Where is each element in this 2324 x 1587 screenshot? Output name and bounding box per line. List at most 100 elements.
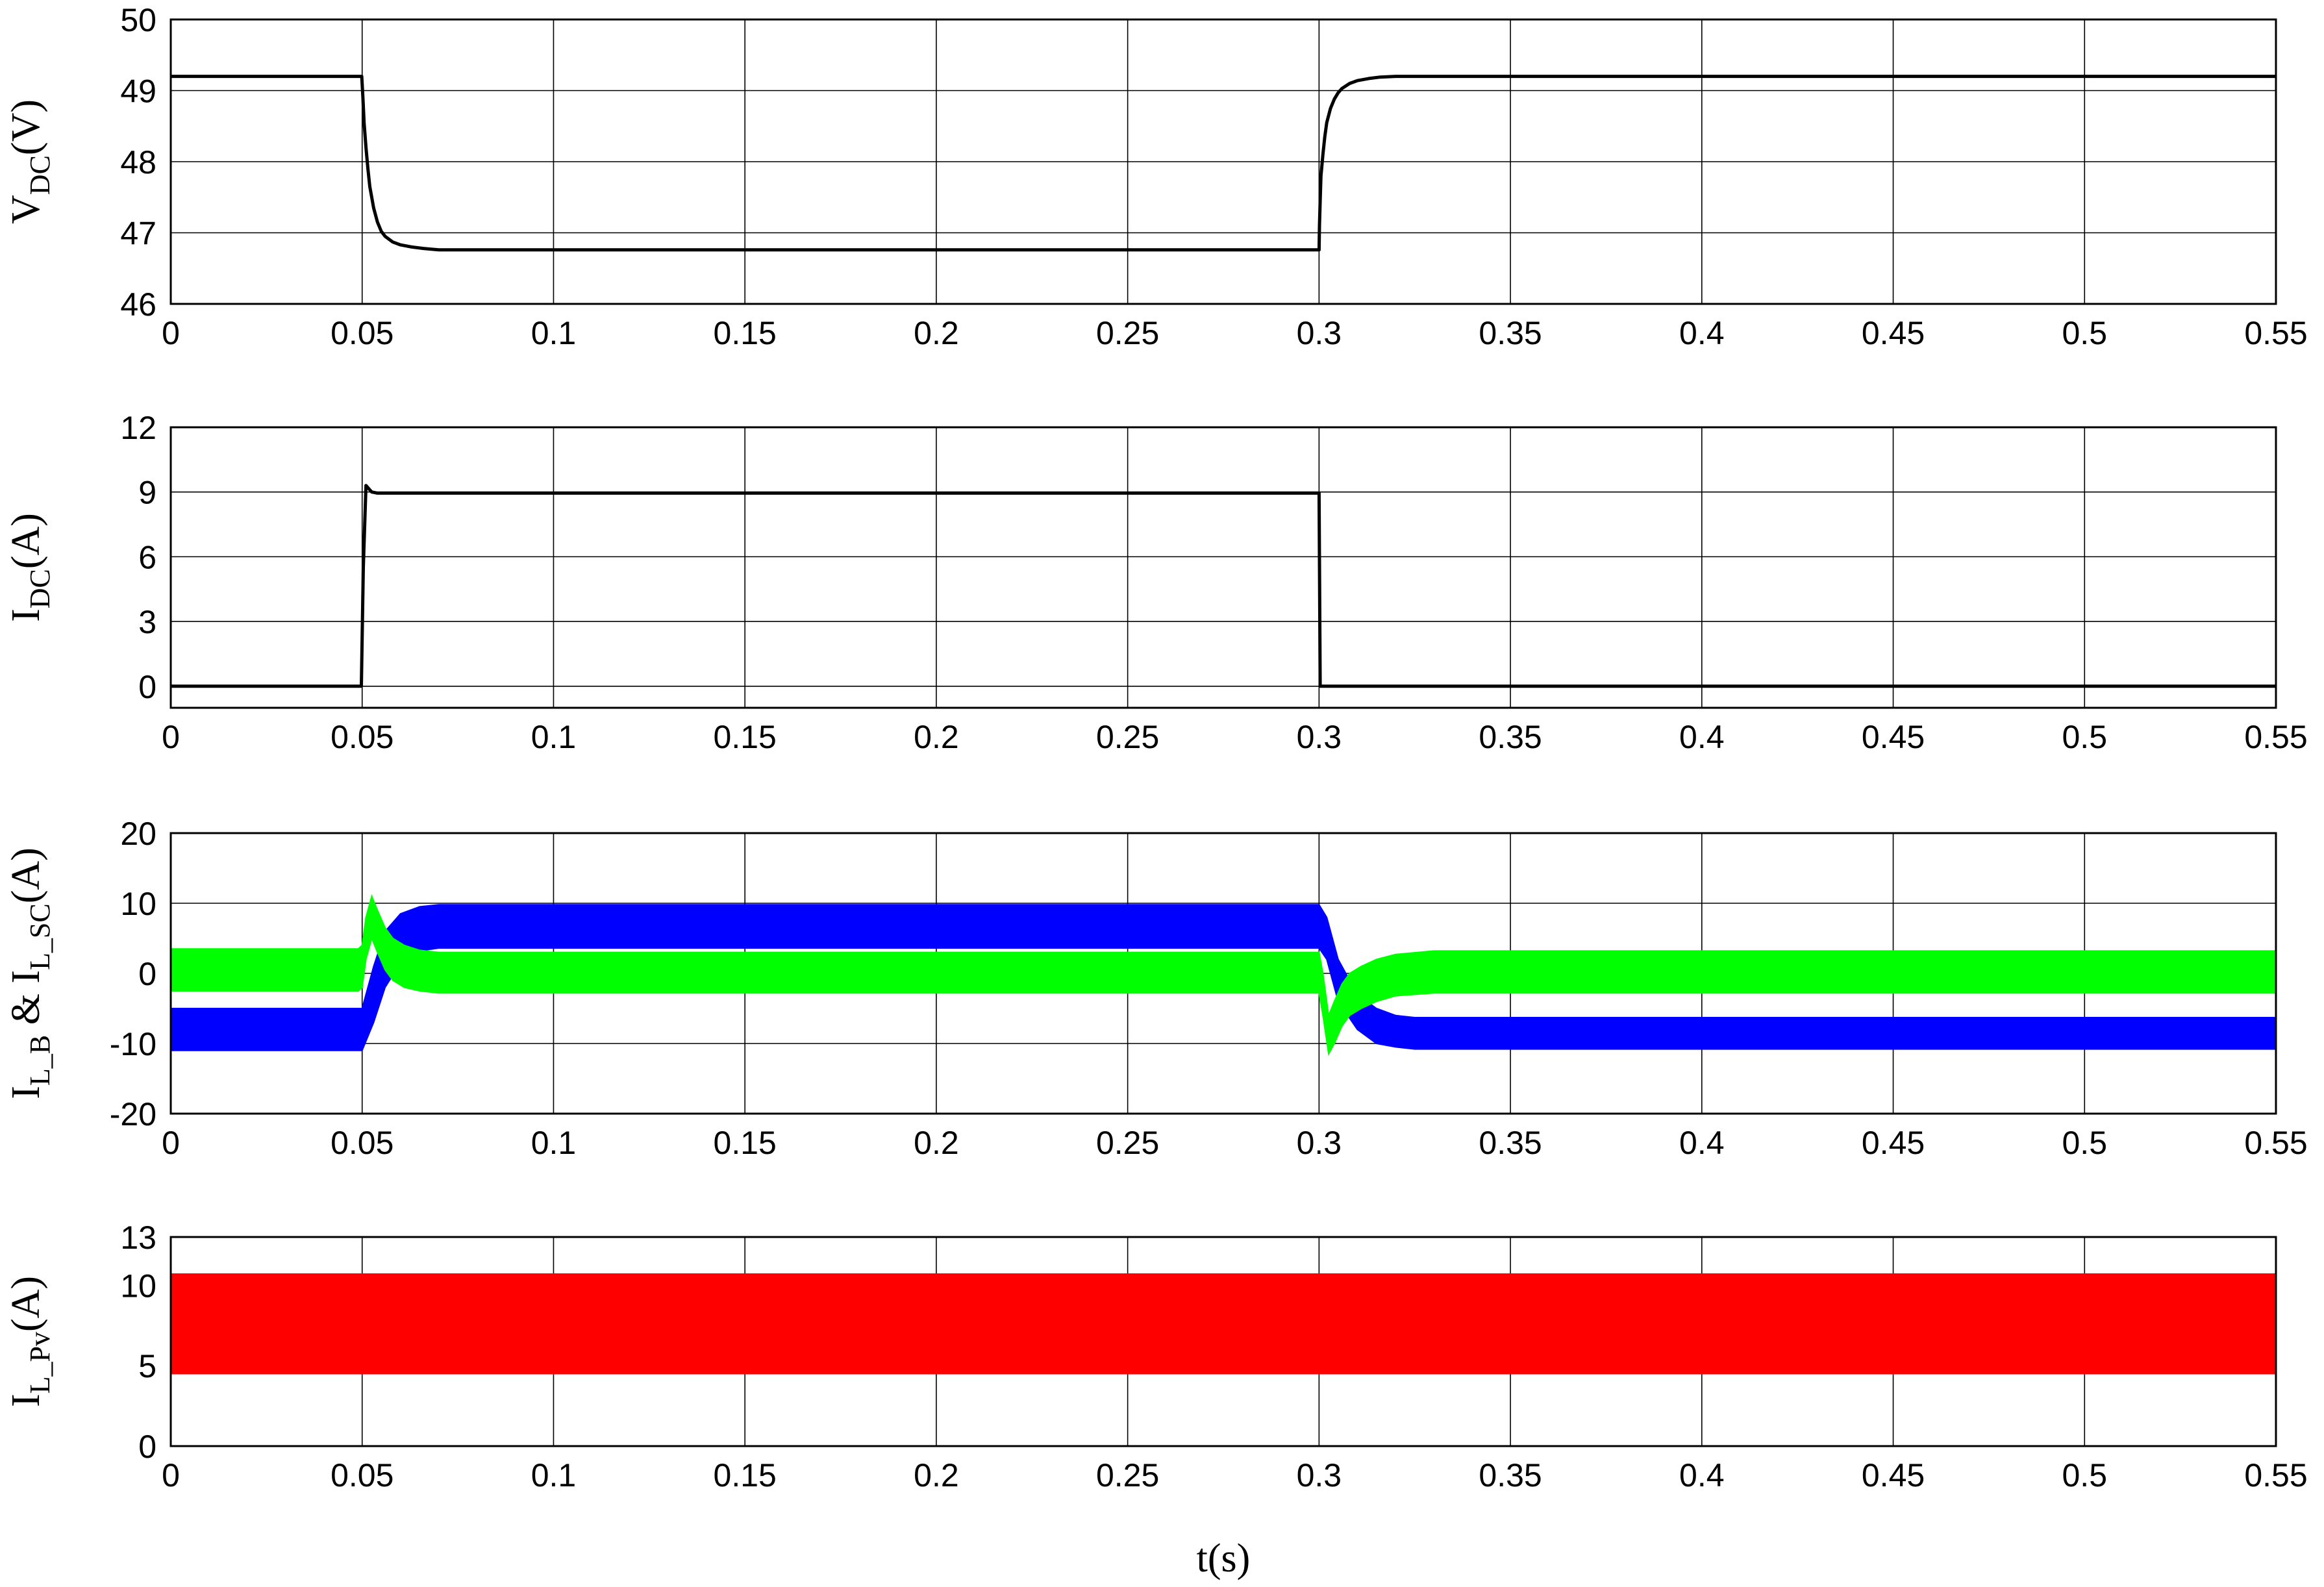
panel-idc-series <box>171 484 2276 688</box>
panel-vdc-xtick-label: 0.2 <box>914 315 959 351</box>
panel-ilpv-xtick-label: 0.1 <box>531 1457 577 1493</box>
panel-vdc-ylabel-sub: DC <box>24 155 56 195</box>
panel-ilb-ilsc-xtick-label: 0.3 <box>1297 1125 1342 1161</box>
panel-idc-xtick-label: 0.45 <box>1862 719 1925 755</box>
panel-idc-frame <box>169 426 2277 709</box>
panel-ilpv: 0 0.05 0.1 0.15 0.2 0.25 0.3 0.35 0.4 0.45 0.5 0.55… <box>4 1219 2308 1493</box>
panel-vdc-xtick-label: 0.05 <box>331 315 394 351</box>
panel-ilb-ilsc-ytick-label: -10 <box>110 1026 156 1062</box>
panel-vdc-xtick-label: 0.5 <box>2062 315 2108 351</box>
panel-ilpv-ylabel: IL_Pv(A) <box>4 1276 56 1407</box>
panel-vdc-ytick-label: 47 <box>120 216 156 252</box>
panel-vdc-frame <box>169 18 2277 305</box>
panel-ilpv-ylabel-main: I <box>4 1393 48 1407</box>
panel-ilpv-ylabel-unit: (A) <box>4 1276 48 1332</box>
panel-ilpv-ytick-label: 5 <box>138 1348 156 1384</box>
panel-idc-ytick-label: 3 <box>138 604 156 640</box>
panel-ilb-ilsc-ylabel: IL_B & IL_SC(A) <box>4 847 56 1099</box>
panel-idc-ylabel-main: I <box>4 608 48 622</box>
panel-vdc-xtick-label: 0.3 <box>1297 315 1342 351</box>
panel-ilb-ilsc-ytick-label: 0 <box>138 956 156 992</box>
panel-vdc-xtick-label: 0.1 <box>531 315 577 351</box>
panel-ilb-ilsc-ylabel-main: I <box>4 1086 48 1099</box>
panel-idc-xtick-label: 0.3 <box>1297 719 1342 755</box>
panel-vdc-series <box>171 75 2276 252</box>
panel-ilpv-ytick-label: 0 <box>138 1429 156 1465</box>
panel-ilpv-xtick-label: 0.4 <box>1679 1457 1725 1493</box>
panel-ilb-ilsc-ytick-label: -20 <box>110 1096 156 1132</box>
panel-ilb-ilsc-xtick-label: 0.35 <box>1479 1125 1542 1161</box>
panel-idc-ylabel-sub: DC <box>24 569 56 608</box>
panel-ilb-ilsc-xtick-label: 0 <box>162 1125 180 1161</box>
panel-ilb-ilsc-xtick-label: 0.5 <box>2062 1125 2108 1161</box>
panel-ilpv-xtick-label: 0.3 <box>1297 1457 1342 1493</box>
panel-vdc-ytick-label: 49 <box>120 73 156 110</box>
panel-ilb-ilsc-xtick-label: 0.2 <box>914 1125 959 1161</box>
panel-vdc-ytick-label: 50 <box>120 2 156 38</box>
panel-vdc-ylabel-main: V <box>4 195 48 224</box>
panel-ilpv-xtick-label: 0.55 <box>2244 1457 2307 1493</box>
panel-idc-ticks: 0 0.05 0.1 0.15 0.2 0.25 0.3 0.35 0.4 0.45 0.5 0.55… <box>120 410 2307 755</box>
panel-ilpv-ytick-label: 10 <box>120 1268 156 1304</box>
panel-ilb-ilsc-xtick-label: 0.1 <box>531 1125 577 1161</box>
panel-ilpv-xtick-label: 0.25 <box>1096 1457 1159 1493</box>
panel-vdc-series-0-line <box>171 75 2276 252</box>
panel-ilpv-series-0-band <box>170 1273 2277 1375</box>
panel-idc-xtick-label: 0.4 <box>1679 719 1725 755</box>
panel-vdc-xtick-label: 0.4 <box>1679 315 1725 351</box>
panel-idc-xtick-label: 0.15 <box>714 719 777 755</box>
panel-ilpv-ylabel-sub: L_Pv <box>24 1332 56 1393</box>
panel-ilpv-xtick-label: 0.15 <box>714 1457 777 1493</box>
panel-ilpv-ticks: 0 0.05 0.1 0.15 0.2 0.25 0.3 0.35 0.4 0.45 0.5 0.55… <box>120 1219 2307 1493</box>
panel-ilb-ilsc-ticks: 0 0.05 0.1 0.15 0.2 0.25 0.3 0.35 0.4 0.45 0.5 0.55… <box>110 816 2308 1161</box>
panel-idc-xtick-label: 0.55 <box>2244 719 2307 755</box>
panel-ilb-ilsc-ylabel-unit: (A) <box>4 847 48 903</box>
panel-ilb-ilsc-xtick-label: 0.4 <box>1679 1125 1725 1161</box>
panel-ilpv-frame <box>169 1236 2277 1447</box>
panel-ilpv-xtick-label: 0 <box>162 1457 180 1493</box>
panel-ilb-ilsc-frame <box>169 832 2277 1115</box>
panel-vdc-ytick-label: 46 <box>120 286 156 323</box>
panel-ilb-ilsc-ylabel-mid: & I <box>4 970 48 1035</box>
panel-ilb-ilsc-xtick-label: 0.15 <box>714 1125 777 1161</box>
panel-ilb-ilsc-xtick-label: 0.05 <box>331 1125 394 1161</box>
panel-idc-series-0-line <box>171 484 2276 688</box>
panel-ilb-ilsc-ylabel-sub2: L_SC <box>24 903 56 970</box>
panel-idc-ytick-label: 9 <box>138 475 156 511</box>
panel-ilb-ilsc-ylabel-sub1: L_B <box>24 1035 56 1086</box>
panel-idc-ytick-label: 6 <box>138 539 156 575</box>
panel-idc-xtick-label: 0.05 <box>331 719 394 755</box>
panel-vdc-xtick-label: 0.45 <box>1862 315 1925 351</box>
panel-vdc-xtick-label: 0 <box>162 315 180 351</box>
panel-vdc-ticks: 0 0.05 0.1 0.15 0.2 0.25 0.3 0.35 0.4 0.45 0.5 0.55… <box>120 2 2307 351</box>
panel-idc: 0 0.05 0.1 0.15 0.2 0.25 0.3 0.35 0.4 0.45 0.5 0.55… <box>4 410 2308 755</box>
panel-idc-xtick-label: 0.2 <box>914 719 959 755</box>
x-axis-label: t(s) <box>1197 1536 1251 1581</box>
panel-vdc-ylabel-unit: (V) <box>4 99 48 155</box>
panel-ilb-ilsc-xtick-label: 0.25 <box>1096 1125 1159 1161</box>
panel-vdc-grid <box>171 19 2276 304</box>
panel-idc-ytick-label: 0 <box>138 669 156 705</box>
panel-vdc: 0 0.05 0.1 0.15 0.2 0.25 0.3 0.35 0.4 0.45 0.5 0.55… <box>4 2 2308 351</box>
panel-ilpv-xtick-label: 0.45 <box>1862 1457 1925 1493</box>
panel-vdc-xtick-label: 0.35 <box>1479 315 1542 351</box>
panel-vdc-xtick-label: 0.25 <box>1096 315 1159 351</box>
panel-ilpv-xtick-label: 0.5 <box>2062 1457 2108 1493</box>
panel-idc-ylabel: IDC(A) <box>4 513 56 622</box>
panel-ilpv-xtick-label: 0.35 <box>1479 1457 1542 1493</box>
panel-vdc-xtick-label: 0.15 <box>714 315 777 351</box>
panel-ilpv-series <box>170 1273 2277 1375</box>
panel-vdc-ylabel: VDC(V) <box>4 99 56 224</box>
panel-vdc-ytick-label: 48 <box>120 144 156 181</box>
panel-ilb-ilsc-xtick-label: 0.45 <box>1862 1125 1925 1161</box>
panel-vdc-xtick-label: 0.55 <box>2244 315 2307 351</box>
panel-ilpv-ytick-label: 13 <box>120 1219 156 1256</box>
panel-ilb-ilsc-ytick-label: 20 <box>120 816 156 852</box>
panel-ilb-ilsc-ytick-label: 10 <box>120 886 156 922</box>
panel-ilb-ilsc: 0 0.05 0.1 0.15 0.2 0.25 0.3 0.35 0.4 0.45 0.5 0.55… <box>4 816 2308 1161</box>
panel-idc-xtick-label: 0.25 <box>1096 719 1159 755</box>
panel-idc-xtick-label: 0.5 <box>2062 719 2108 755</box>
panel-idc-xtick-label: 0.35 <box>1479 719 1542 755</box>
panel-ilb-ilsc-xtick-label: 0.55 <box>2244 1125 2307 1161</box>
